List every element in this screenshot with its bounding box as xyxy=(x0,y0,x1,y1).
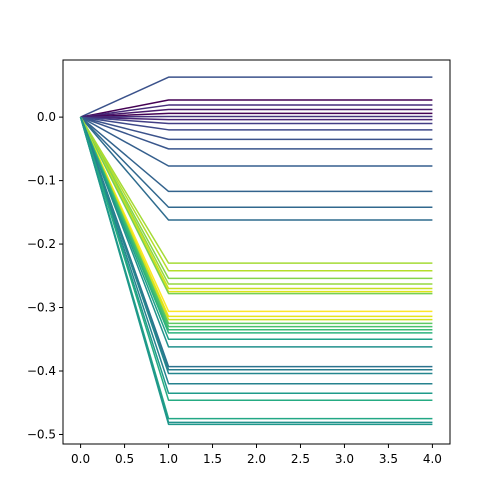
y-tick-label: −0.1 xyxy=(27,174,56,188)
series-line-30 xyxy=(79,116,433,341)
series-line-6 xyxy=(80,115,433,118)
x-tick-label: 0.0 xyxy=(71,452,90,466)
series-line-22 xyxy=(79,116,433,295)
series-line-15 xyxy=(80,116,433,221)
series-line-5 xyxy=(80,112,433,118)
y-tick-label: −0.5 xyxy=(27,427,56,441)
series-line-1 xyxy=(80,76,433,118)
series-line-7 xyxy=(80,116,433,121)
series-line-37 xyxy=(79,116,433,401)
series-line-20 xyxy=(79,116,433,290)
x-tick-label: 2.5 xyxy=(291,452,310,466)
axis-ticks: 0.0 0.5 1.0 1.5 2.0 2.5 3.0 3.5 4.0 0.0 −0.1 −0.2 −0… xyxy=(27,110,442,466)
series-line-17 xyxy=(79,116,433,272)
series-line-27 xyxy=(79,116,433,328)
series-line-3 xyxy=(80,104,433,118)
series-line-28 xyxy=(79,116,433,331)
series-line-9 xyxy=(80,116,433,131)
series-line-33 xyxy=(79,116,433,371)
x-tick-label: 2.0 xyxy=(247,452,266,466)
x-tick-label: 0.5 xyxy=(115,452,134,466)
plot-frame xyxy=(62,59,451,445)
series-line-40 xyxy=(79,116,433,426)
series-lines xyxy=(79,76,433,426)
y-tick-label: −0.4 xyxy=(27,364,56,378)
series-line-2 xyxy=(80,99,433,118)
series-line-16 xyxy=(79,116,433,264)
series-line-11 xyxy=(80,116,433,150)
series-line-29 xyxy=(79,116,433,334)
series-line-4 xyxy=(80,108,433,118)
series-line-36 xyxy=(79,116,433,394)
series-line-25 xyxy=(79,116,433,321)
series-line-8 xyxy=(80,116,433,125)
series-line-18 xyxy=(79,116,433,280)
x-tick-label: 1.0 xyxy=(159,452,178,466)
series-line-34 xyxy=(79,116,433,375)
y-tick-label: −0.2 xyxy=(27,237,56,251)
series-line-12 xyxy=(80,116,433,167)
series-line-26 xyxy=(79,116,433,325)
series-line-23 xyxy=(79,116,433,313)
series-line-14 xyxy=(80,116,433,208)
series-line-19 xyxy=(79,116,433,285)
series-line-31 xyxy=(79,116,433,348)
x-tick-label: 3.5 xyxy=(379,452,398,466)
y-tick-label: 0.0 xyxy=(37,110,56,124)
x-tick-label: 4.0 xyxy=(423,452,442,466)
x-tick-label: 3.0 xyxy=(335,452,354,466)
series-line-10 xyxy=(80,116,433,141)
y-tick-label: −0.3 xyxy=(27,301,56,315)
series-line-35 xyxy=(79,116,433,385)
x-tick-label: 1.5 xyxy=(203,452,222,466)
series-line-24 xyxy=(79,116,433,318)
series-line-13 xyxy=(80,116,433,193)
